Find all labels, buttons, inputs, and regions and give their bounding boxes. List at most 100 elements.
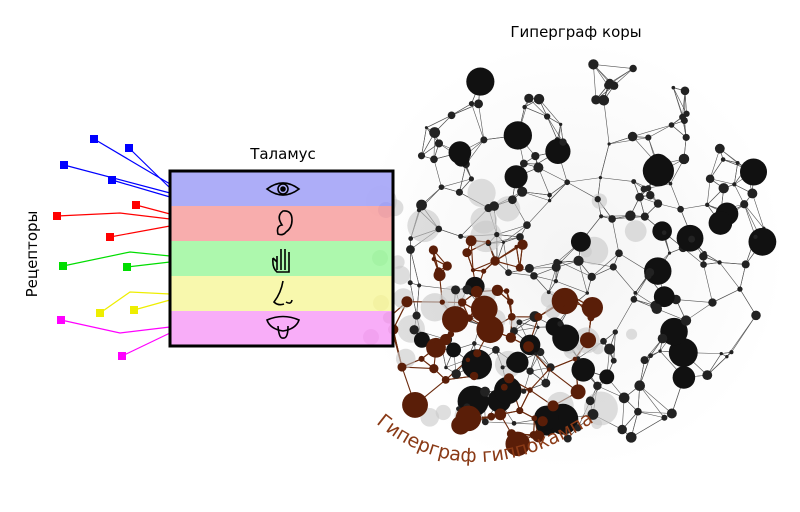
cortex-node [594,196,601,203]
hippocampus-node [517,239,528,250]
cortex-node [564,179,571,186]
cortex-node [739,158,768,186]
edge [529,262,557,269]
cortex-node [645,185,652,192]
cortex-node [661,414,668,421]
cortex-node [653,286,675,308]
edge [433,159,442,188]
edge [549,182,568,196]
shadow-node [470,206,498,234]
cortex-node [574,424,582,432]
edge [526,200,550,226]
edge [680,204,708,210]
cortex-node [729,350,734,355]
hippocampus-node [451,415,471,435]
cortex-node [424,126,428,130]
edge [637,411,665,419]
nodes [363,59,777,457]
hippocampus-node [429,363,439,374]
cortex-node [599,369,615,385]
cortex-node [668,122,675,128]
hippocampus-node [470,268,476,273]
edge [426,115,452,128]
cortex-node [541,378,551,388]
cortex-node [719,351,723,356]
cortex-node [591,95,601,105]
hippocampus-node [491,284,504,296]
cortex-node [406,245,415,254]
hippocampus-node [442,306,469,333]
cortex-node [472,341,477,346]
cortex-node [545,138,571,164]
edge [682,90,686,118]
hippocampus-node [439,333,452,346]
cortex-node [585,396,595,406]
hippocampus-node [490,256,500,266]
edge [615,299,635,333]
cortex-node [519,159,528,168]
edge [726,315,757,357]
cortex-node [546,290,551,295]
edge [478,103,485,140]
cortex-node [516,233,524,241]
cortex-node [511,420,517,426]
cortex-node [412,311,421,320]
cortex-node [740,200,749,209]
cortex-node [593,381,602,391]
edge [631,417,665,438]
cortex-node [448,141,472,164]
cortex-node [747,188,758,199]
cortex-node [642,155,675,187]
cortex-node [544,113,551,120]
cortex-node [557,320,564,327]
cortex-node [504,165,528,189]
edge [451,103,479,116]
cortex-node [753,234,758,240]
cortex-node [451,285,461,295]
cortex-node [604,81,612,90]
cortex-node [507,351,529,373]
edge [719,262,746,265]
receptors [53,135,140,360]
cortex-node [461,349,492,380]
edge [656,308,687,321]
cortex-node [651,303,663,314]
cortex-node [618,392,630,404]
sense-icons [265,182,301,339]
cortex-node [500,365,505,370]
edge [538,98,561,125]
cortex-node [462,284,472,295]
edge [567,181,598,200]
cortex-node [480,386,491,397]
cortex-node [521,388,527,394]
hippocampus-node [537,416,548,427]
hippocampus-node [487,412,496,421]
hippocampus-node [481,268,487,274]
edge [441,178,472,188]
cortex-node [645,134,652,141]
edge [734,162,738,185]
edge [471,103,485,140]
cortex-node [559,122,563,127]
hippocampus-node [514,244,519,249]
cortex-node [416,199,427,211]
hippocampus-node [572,356,578,362]
edge [632,124,672,137]
hippocampus-node [473,349,482,358]
cortex-node [625,431,637,443]
edge [719,262,741,290]
cortex-node [720,157,726,162]
cortex-node [748,227,777,256]
cortex-node [407,280,413,286]
receptors-label: Рецепторы [23,211,41,298]
hippocampus-node [531,415,538,422]
hippocampus-node [402,391,428,418]
edge [739,264,746,290]
cortex-node [551,262,561,272]
edge [712,288,741,303]
cortex-node [447,111,456,120]
shadow-node [624,220,647,243]
hippocampus-node [457,298,467,307]
cortex-label: Гиперграф коры [510,23,641,41]
cortex-node [609,263,617,271]
